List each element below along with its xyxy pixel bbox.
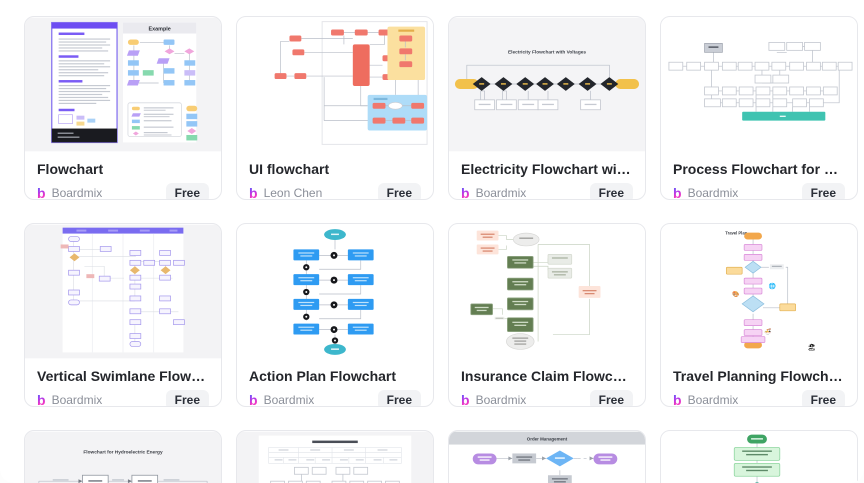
green-flowchart-preview-image (661, 431, 857, 483)
food-emoji-icon: 🍜 (764, 328, 772, 336)
free-badge: Free (377, 390, 421, 406)
template-card-green-flowchart[interactable] (660, 430, 858, 483)
boardmix-logo-icon: b (461, 392, 470, 407)
card-title: Process Flowchart for Casting (673, 161, 845, 177)
hydroelectric-flowchart-preview-image: Flowchart for Hydroelectric Energy (25, 431, 221, 483)
template-card-order-management-flowchart[interactable]: Order Management (448, 430, 646, 483)
template-card-insurance-flowchart[interactable]: Insurance Claim Flowchart b Boardmix Fre… (448, 223, 646, 407)
travel-flowchart-preview-image: Travel Plan (661, 224, 857, 359)
preview-heading-electricity: Electricity Flowchart with Voltages (508, 49, 586, 55)
preview-heading-example: Example (148, 27, 170, 33)
free-badge: Free (165, 183, 209, 199)
boardmix-logo-icon: b (249, 185, 258, 200)
palette-emoji-icon: 🎨 (732, 290, 740, 298)
template-grid: Example (24, 16, 858, 483)
card-author: Boardmix (475, 393, 527, 407)
preview-heading-travel-plan: Travel Plan (725, 231, 747, 236)
free-badge: Free (377, 183, 421, 199)
card-author: Boardmix (687, 393, 739, 407)
session-flowchart-preview-image (237, 431, 433, 483)
card-author: Boardmix (51, 186, 103, 200)
card-title: Action Plan Flowchart (249, 368, 397, 384)
template-card-electricity-flowchart[interactable]: Electricity Flowchart with Voltages (448, 16, 646, 200)
template-card-swimlane-flowchart[interactable]: Vertical Swimlane Flowchart b Boardmix F… (24, 223, 222, 407)
boardmix-logo-icon: b (37, 185, 46, 200)
card-title: Travel Planning Flowchart (673, 368, 845, 384)
template-card-ui-flowchart[interactable]: UI flowchart b Leon Chen Free (236, 16, 434, 200)
template-card-hydroelectric-flowchart[interactable]: Flowchart for Hydroelectric Energy (24, 430, 222, 483)
card-author: Boardmix (263, 393, 315, 407)
casting-flowchart-preview-image (661, 17, 857, 152)
electricity-flowchart-preview-image: Electricity Flowchart with Voltages (449, 17, 645, 152)
template-card-casting-flowchart[interactable]: Process Flowchart for Casting b Boardmix… (660, 16, 858, 200)
globe-emoji-icon: 🌐 (769, 282, 777, 290)
free-badge: Free (589, 390, 633, 406)
beach-emoji-icon: 🏖 (808, 342, 817, 351)
card-title: Flowchart (37, 161, 104, 177)
order-management-preview-image: Order Management (449, 431, 645, 483)
card-title: Electricity Flowchart with Volta... (461, 161, 633, 177)
card-author: Leon Chen (263, 186, 323, 200)
card-author: Boardmix (687, 186, 739, 200)
template-card-flowchart[interactable]: Example (24, 16, 222, 200)
flowchart-preview-image: Example (25, 17, 221, 152)
boardmix-logo-icon: b (673, 185, 682, 200)
free-badge: Free (801, 390, 845, 406)
ui-flowchart-preview-image (237, 17, 433, 152)
boardmix-logo-icon: b (249, 392, 258, 407)
card-author: Boardmix (475, 186, 527, 200)
boardmix-logo-icon: b (461, 185, 470, 200)
template-card-travel-flowchart[interactable]: Travel Plan (660, 223, 858, 407)
card-title: UI flowchart (249, 161, 330, 177)
boardmix-logo-icon: b (37, 392, 46, 407)
template-card-action-plan-flowchart[interactable]: Action Plan Flowchart b Boardmix Free (236, 223, 434, 407)
action-plan-flowchart-preview-image (237, 224, 433, 359)
free-badge: Free (165, 390, 209, 406)
free-badge: Free (801, 183, 845, 199)
card-title: Vertical Swimlane Flowchart (37, 368, 209, 384)
preview-heading-hydroelectric: Flowchart for Hydroelectric Energy (83, 449, 163, 455)
card-author: Boardmix (51, 393, 103, 407)
boardmix-logo-icon: b (673, 392, 682, 407)
template-card-session-flowchart[interactable] (236, 430, 434, 483)
card-title: Insurance Claim Flowchart (461, 368, 633, 384)
free-badge: Free (589, 183, 633, 199)
swimlane-flowchart-preview-image (25, 224, 221, 359)
preview-heading-order-management: Order Management (527, 437, 568, 442)
insurance-flowchart-preview-image (449, 224, 645, 359)
